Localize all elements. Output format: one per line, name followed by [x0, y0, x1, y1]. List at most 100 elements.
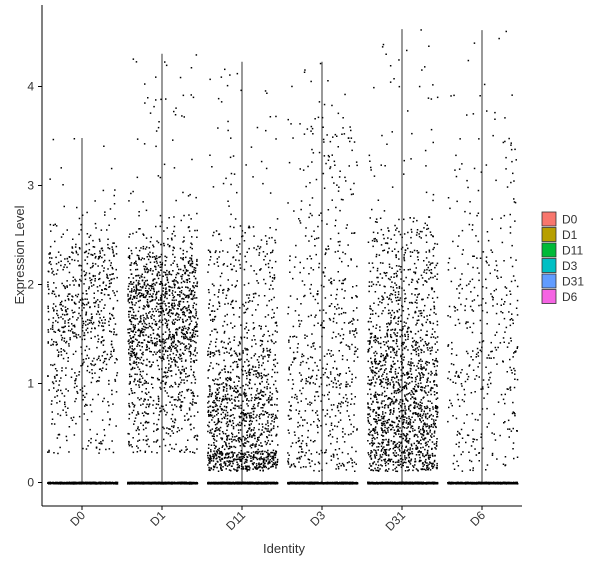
data-point — [153, 319, 155, 321]
data-point — [137, 269, 139, 271]
data-point — [166, 270, 168, 272]
data-point — [64, 314, 66, 316]
data-point — [155, 353, 157, 355]
data-point — [152, 311, 154, 313]
data-point — [78, 294, 80, 296]
data-point — [111, 356, 113, 358]
data-point — [141, 362, 143, 364]
data-point — [183, 95, 185, 97]
data-point — [74, 401, 76, 403]
data-point — [194, 382, 196, 384]
data-point — [114, 189, 116, 191]
data-point — [136, 264, 138, 266]
data-point — [153, 283, 155, 285]
data-point — [177, 345, 179, 347]
data-point — [197, 230, 199, 232]
data-point — [163, 439, 165, 441]
data-point — [154, 284, 156, 286]
data-point — [128, 441, 130, 443]
data-point — [61, 339, 63, 341]
data-point — [133, 315, 135, 317]
data-point — [156, 302, 158, 304]
data-point — [69, 257, 71, 259]
data-point — [104, 429, 106, 431]
data-point — [62, 409, 64, 411]
data-point — [193, 354, 195, 356]
data-point — [149, 247, 151, 249]
data-point — [179, 291, 181, 293]
data-point — [155, 99, 157, 101]
data-point — [106, 274, 108, 276]
data-point — [190, 318, 192, 320]
data-point — [48, 483, 49, 484]
data-point — [63, 266, 65, 268]
data-point — [143, 321, 145, 323]
data-point — [83, 361, 85, 363]
data-point — [160, 311, 162, 313]
data-point — [90, 442, 92, 444]
data-point — [103, 190, 105, 192]
data-point — [94, 280, 96, 282]
data-point — [151, 451, 153, 453]
data-point — [197, 395, 199, 397]
data-point — [110, 279, 112, 281]
data-point — [181, 395, 183, 397]
data-point — [196, 54, 198, 56]
data-point — [114, 218, 116, 220]
data-point — [167, 357, 169, 359]
data-point — [183, 337, 185, 339]
data-point — [175, 383, 177, 385]
data-point — [179, 304, 181, 306]
data-point — [179, 296, 181, 298]
data-point — [97, 286, 99, 288]
data-point — [146, 381, 148, 383]
data-point — [172, 321, 174, 323]
data-point — [167, 238, 169, 240]
data-point — [98, 306, 100, 308]
data-point — [97, 290, 99, 292]
data-point — [179, 319, 181, 321]
data-point — [181, 329, 183, 331]
data-point — [64, 286, 66, 288]
data-point — [127, 329, 129, 331]
data-point — [154, 278, 156, 280]
data-point — [173, 359, 175, 361]
data-point — [86, 212, 88, 214]
data-point — [111, 390, 113, 392]
data-point — [158, 404, 160, 406]
data-point — [129, 445, 131, 447]
data-point — [136, 287, 138, 289]
data-point — [194, 452, 196, 454]
data-point — [163, 409, 165, 411]
data-point — [164, 318, 166, 320]
data-point — [96, 447, 98, 449]
data-point — [155, 345, 157, 347]
data-point — [164, 314, 166, 316]
data-point — [160, 345, 162, 347]
data-point — [71, 259, 73, 261]
data-point — [58, 317, 60, 319]
data-point — [164, 339, 166, 341]
data-point — [130, 283, 132, 285]
data-point — [130, 311, 132, 313]
data-point — [167, 376, 169, 378]
data-point — [183, 237, 185, 239]
data-point — [98, 338, 100, 340]
data-point — [169, 290, 171, 292]
data-point — [173, 111, 175, 113]
data-point — [114, 295, 116, 297]
data-point — [114, 203, 116, 205]
data-point — [158, 321, 160, 323]
data-point — [141, 357, 143, 359]
data-point — [183, 329, 185, 331]
data-point — [149, 342, 151, 344]
data-point — [130, 355, 132, 357]
data-point — [74, 260, 76, 262]
data-point — [175, 291, 177, 293]
data-point — [101, 229, 103, 231]
data-point — [130, 337, 132, 339]
data-point — [159, 369, 161, 371]
data-point — [189, 230, 191, 232]
data-point — [138, 329, 140, 331]
data-point — [172, 346, 174, 348]
